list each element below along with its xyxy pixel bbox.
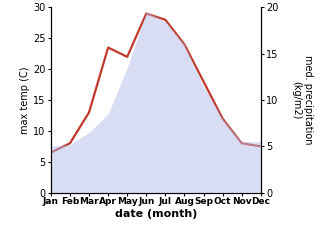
X-axis label: date (month): date (month) bbox=[114, 209, 197, 219]
Y-axis label: med. precipitation
(kg/m2): med. precipitation (kg/m2) bbox=[291, 55, 313, 145]
Y-axis label: max temp (C): max temp (C) bbox=[20, 66, 30, 134]
